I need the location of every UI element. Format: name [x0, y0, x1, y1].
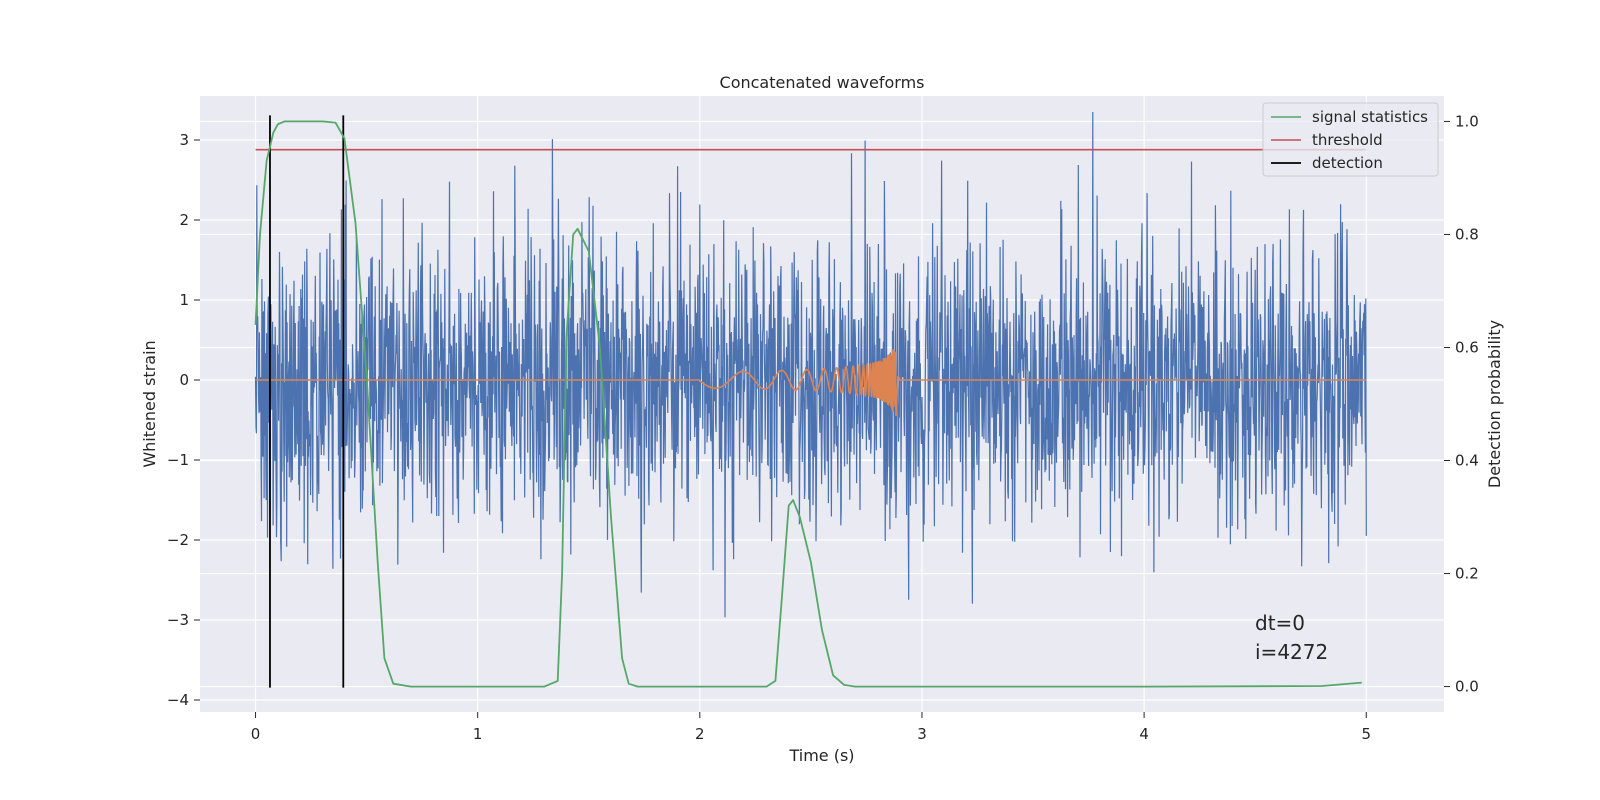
injection-line	[255, 349, 1367, 417]
legend-label-detection: detection	[1312, 154, 1383, 172]
x-tick-label: 4	[1139, 725, 1149, 743]
legend-label-threshold: threshold	[1312, 131, 1383, 149]
y-tick-label: 0	[179, 371, 189, 389]
y-right-tick-label: 0.8	[1455, 225, 1479, 243]
annotation-index: i=4272	[1255, 640, 1328, 664]
grid	[200, 96, 1444, 712]
y-axis-title: Whitened strain	[140, 340, 159, 467]
y-right-tick-label: 0.6	[1455, 338, 1479, 356]
ticks: 0 1 2 3 4 5 −4 −3 −2 −1 0 1 2 3 0.0 0.2 0.4 0.6 0.8 1.0	[167, 112, 1479, 743]
signal-statistics-line	[254, 120, 1362, 688]
detection-series	[269, 115, 345, 688]
x-tick-label: 3	[917, 725, 927, 743]
strain-line	[254, 111, 1367, 618]
annotation-dt: dt=0	[1255, 611, 1305, 635]
y-tick-label: −4	[167, 691, 189, 709]
y-axis-right-title: Detection probability	[1485, 320, 1504, 488]
y-right-tick-label: 0.2	[1455, 565, 1479, 583]
x-axis-title: Time (s)	[788, 746, 854, 765]
x-tick-label: 5	[1361, 725, 1371, 743]
y-tick-label: −2	[167, 531, 189, 549]
y-right-tick-label: 0.4	[1455, 452, 1479, 470]
x-tick-label: 0	[251, 725, 261, 743]
y-right-tick-label: 0.0	[1455, 678, 1479, 696]
y-tick-label: 3	[179, 131, 189, 149]
legend-label-signal-statistics: signal statistics	[1312, 108, 1428, 126]
x-tick-label: 1	[473, 725, 483, 743]
y-tick-label: 1	[179, 291, 189, 309]
strain-series	[254, 111, 1367, 618]
y-tick-label: −1	[167, 451, 189, 469]
signal-statistics-series	[254, 120, 1362, 688]
legend-box	[1262, 102, 1439, 177]
injection-series	[255, 349, 1367, 417]
legend: signal statistics threshold detection	[1262, 102, 1439, 177]
y-right-tick-label: 1.0	[1455, 112, 1479, 130]
y-tick-label: 2	[179, 211, 189, 229]
x-tick-label: 2	[695, 725, 705, 743]
chart-title: Concatenated waveforms	[720, 73, 925, 92]
y-tick-label: −3	[167, 611, 189, 629]
